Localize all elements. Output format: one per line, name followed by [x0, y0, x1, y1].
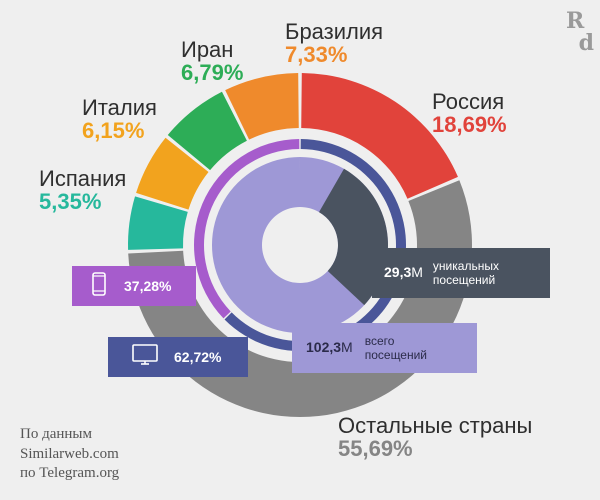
unique-value: 29,3 [384, 264, 412, 280]
country-pct: 18,69% [432, 112, 507, 138]
unique-caption-line2: посещений [432, 273, 496, 287]
label-italy: Италия 6,15% [82, 96, 157, 142]
label-spain: Испания 5,35% [39, 167, 126, 213]
slice-иран [167, 91, 247, 171]
source-line1: По данным [20, 426, 92, 442]
country-pct: 7,33% [285, 42, 348, 68]
source-note: По данным Similarweb.com по Telegram.org [20, 425, 119, 484]
country-pct: 6,79% [181, 60, 244, 86]
logo-letter-r: R [566, 8, 585, 34]
label-russia: Россия 18,69% [432, 90, 507, 136]
country-name: Бразилия [285, 19, 384, 44]
country-name: Остальные страны [338, 413, 533, 438]
unique-caption-line1: уникальных [432, 258, 499, 273]
slice-испания [127, 196, 188, 250]
country-pct: 6,15% [82, 118, 145, 144]
device-ring [193, 139, 406, 352]
device-slice-desktop [224, 139, 406, 352]
total-caption-line2: посещений [364, 348, 428, 362]
desktop-pct: 62,72% [174, 349, 222, 365]
logo-letter-d: d [578, 30, 594, 56]
device-slice-mobile [193, 139, 300, 319]
slice-бразилия [225, 73, 299, 140]
total-visits-caption: всего посещений [365, 334, 427, 363]
slice-италия [136, 137, 209, 210]
total-value: 102,3 [306, 339, 342, 355]
country-name: Россия [432, 89, 505, 114]
country-name: Италия [82, 95, 157, 120]
country-name: Иран [181, 37, 234, 62]
label-other: Остальные страны 55,69% [338, 414, 532, 460]
slice-россия [301, 73, 458, 199]
label-brazil: Бразилия 7,33% [285, 20, 383, 66]
total-caption-line1: всего [364, 333, 395, 348]
country-name: Испания [39, 166, 127, 191]
desktop-legend: 62,72% [108, 337, 248, 377]
logo: R d [566, 10, 594, 54]
total-unit: M [341, 339, 353, 355]
mobile-legend: 37,28% [72, 266, 196, 306]
label-iran: Иран 6,79% [181, 38, 243, 84]
smartphone-icon [92, 271, 106, 301]
source-line2: Similarweb.com [20, 445, 119, 462]
source-line3: по Telegram.org [20, 465, 120, 481]
unique-visits-legend: 29,3M уникальных посещений [372, 248, 550, 298]
visits-slice-unique [319, 168, 388, 306]
unique-visits-caption: уникальных посещений [433, 259, 499, 288]
unique-unit: M [411, 264, 423, 280]
country-pct: 5,35% [39, 189, 102, 215]
unique-visits-value: 29,3M [384, 264, 423, 282]
mobile-pct: 37,28% [124, 278, 172, 294]
country-pct: 55,69% [338, 436, 413, 462]
total-visits-value: 102,3M [306, 339, 353, 357]
total-visits-legend: 102,3M всего посещений [292, 323, 477, 373]
visits-disc [211, 157, 388, 333]
monitor-icon [132, 343, 158, 371]
